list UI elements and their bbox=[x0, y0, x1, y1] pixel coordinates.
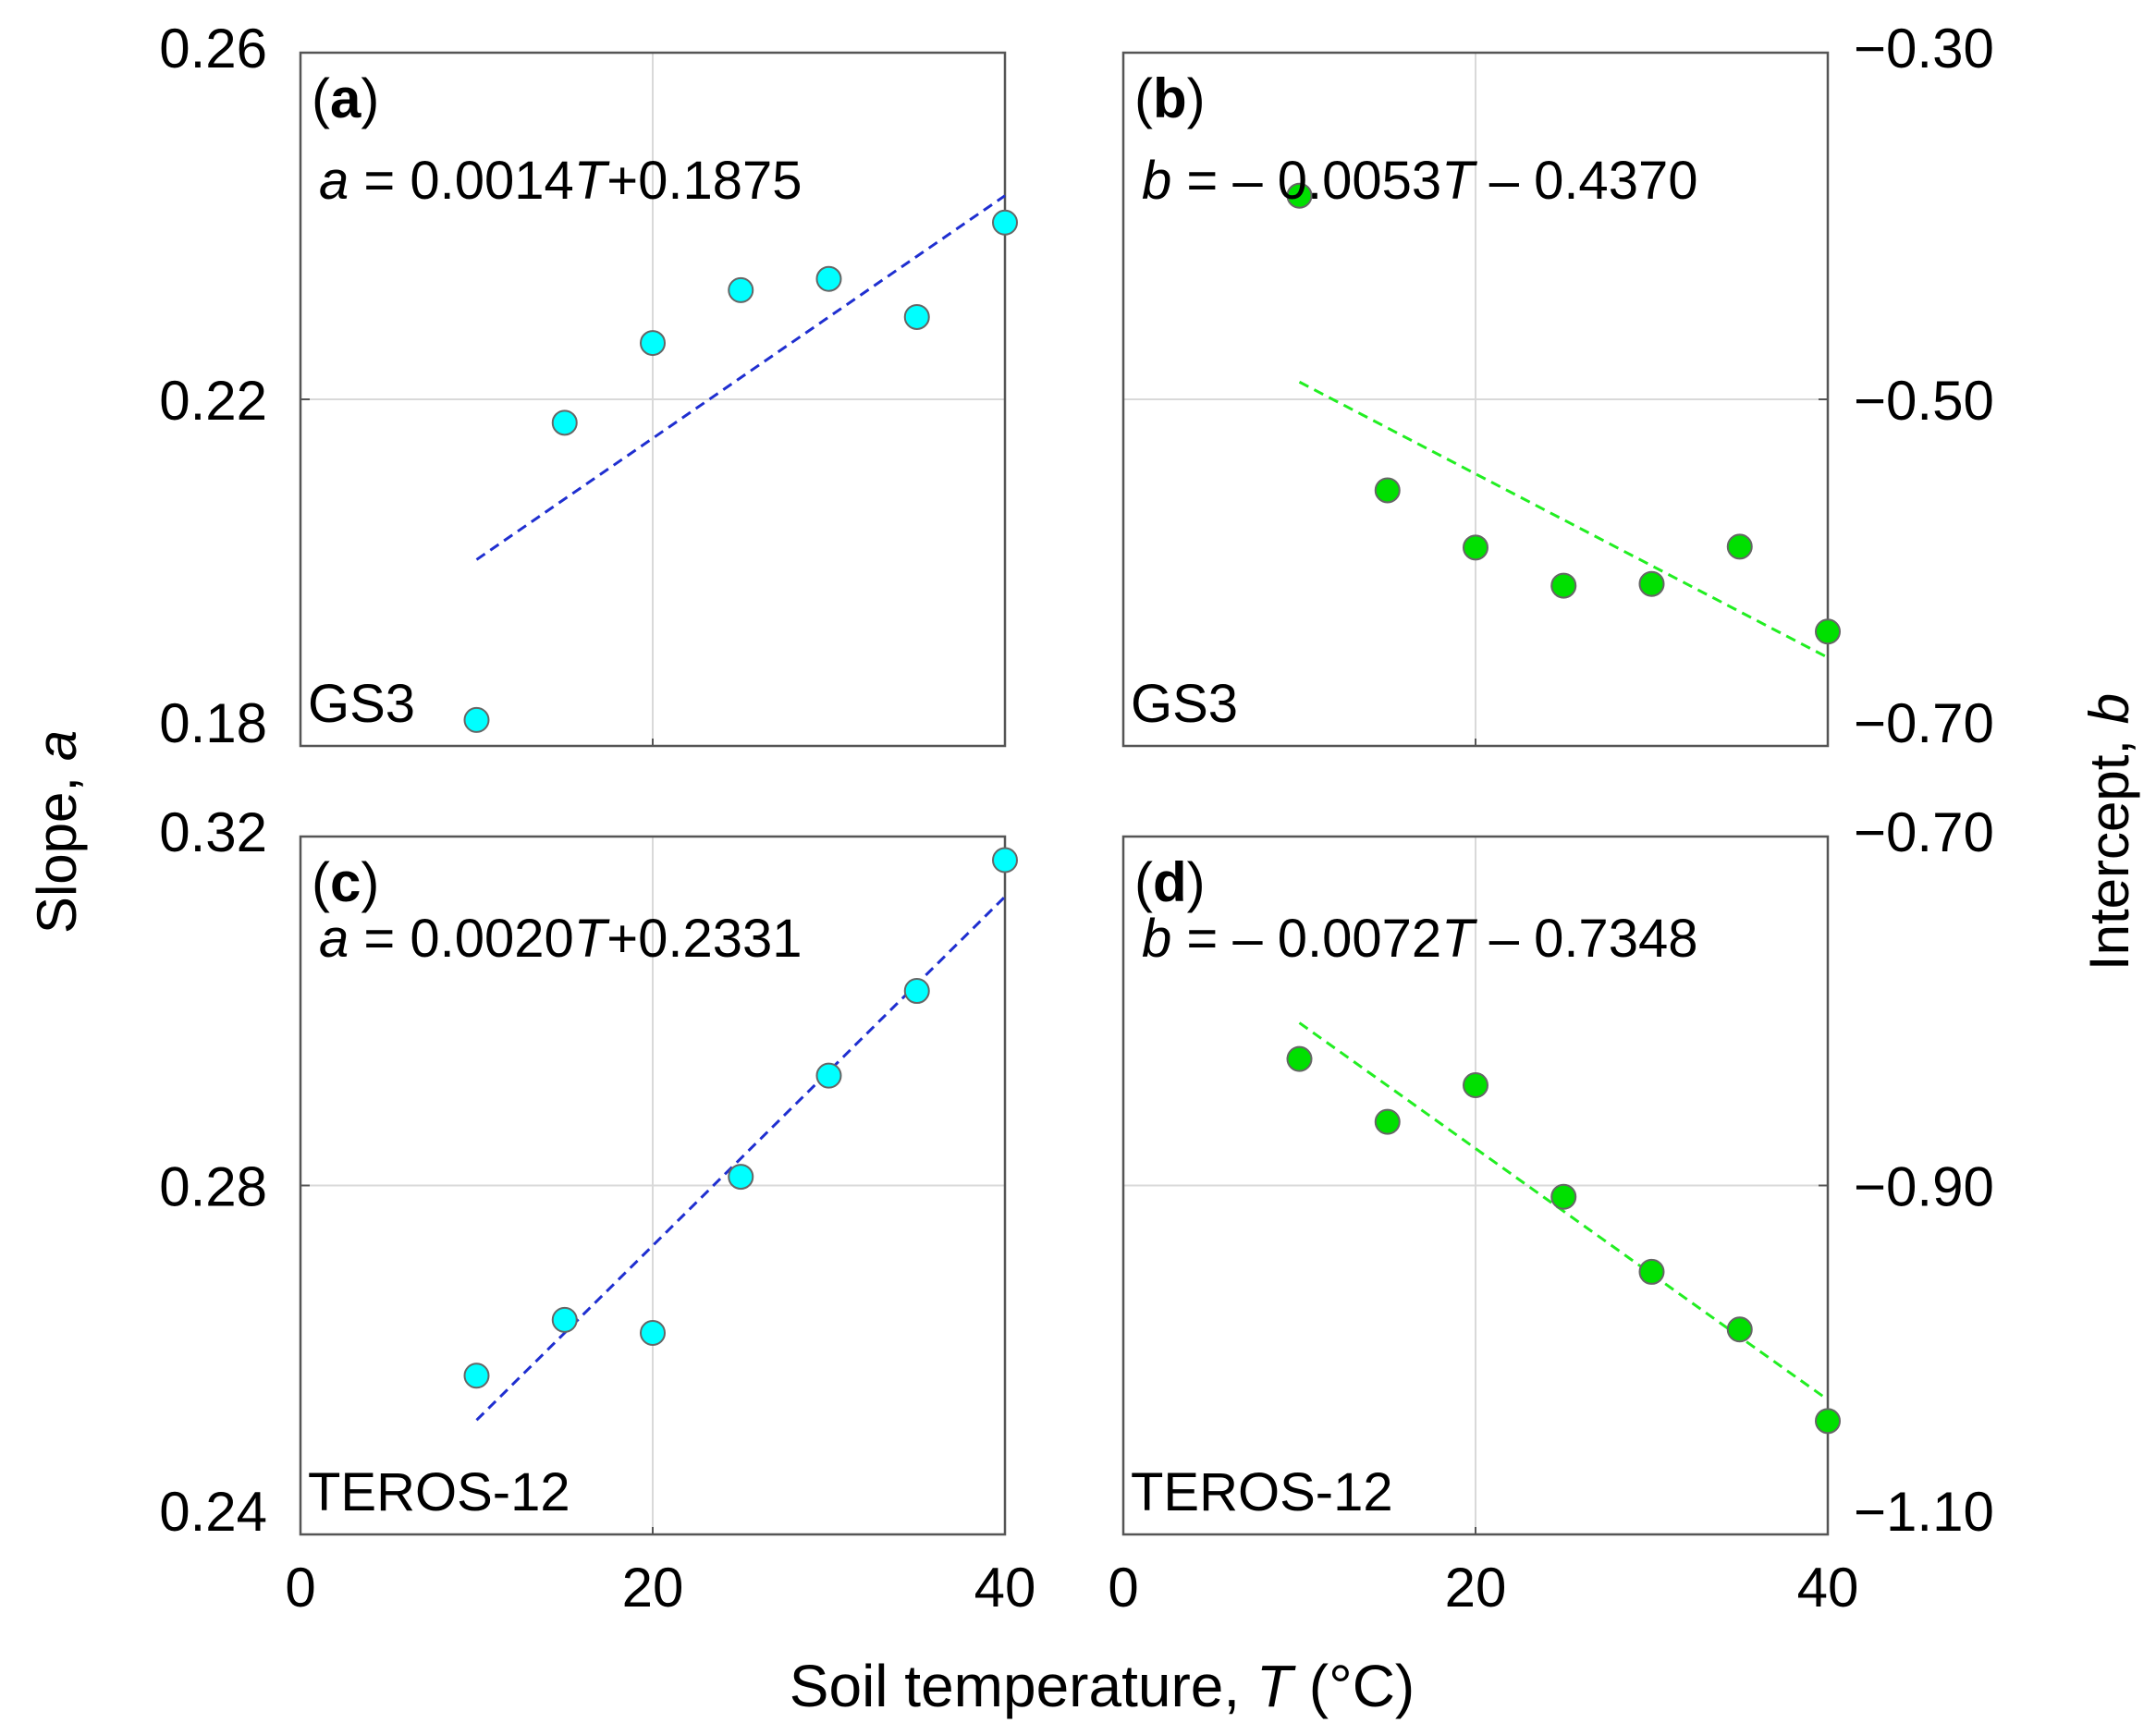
y-axis-left-title: Slope, a bbox=[26, 730, 88, 934]
data-point bbox=[551, 409, 578, 436]
data-point bbox=[903, 303, 930, 330]
y-tick-label: 0.24 bbox=[159, 1481, 267, 1543]
data-point bbox=[1463, 1071, 1488, 1098]
data-point bbox=[640, 1319, 666, 1346]
panel-label: (b) bbox=[1134, 67, 1206, 129]
data-point bbox=[1550, 572, 1577, 599]
data-point bbox=[1815, 1408, 1841, 1435]
panel-label: (c) bbox=[312, 851, 379, 913]
data-point bbox=[1726, 1316, 1753, 1343]
y-tick-label: −0.70 bbox=[1854, 692, 1994, 754]
y-axis-right-title: Intercept, b bbox=[2078, 693, 2140, 971]
x-axis-title: Soil temperature, T (°C) bbox=[790, 1653, 1415, 1719]
data-point bbox=[1374, 1108, 1401, 1135]
y-tick-label: 0.26 bbox=[159, 18, 267, 79]
fit-equation: a = 0.0014T+0.1875 bbox=[319, 151, 802, 211]
data-point bbox=[1550, 1183, 1577, 1210]
sensor-label: GS3 bbox=[308, 674, 415, 734]
y-tick-label: −0.30 bbox=[1854, 18, 1994, 79]
panel-c: 0.24 0.28 0.32 0 20 40 (c)a = 0.0020T+0.2331 TE… bbox=[159, 801, 1035, 1619]
x-tick-label: 20 bbox=[622, 1557, 684, 1619]
x-tick-label: 20 bbox=[1445, 1557, 1507, 1619]
x-tick-label: 40 bbox=[1797, 1557, 1859, 1619]
x-tick-label: 0 bbox=[285, 1557, 315, 1619]
data-point bbox=[1286, 1045, 1313, 1072]
x-tick-label: 0 bbox=[1108, 1557, 1138, 1619]
sensor-label: GS3 bbox=[1131, 674, 1238, 734]
panel-a: 0.18 0.22 0.26 (a) a = 0.0014T+0.1875 GS3 bbox=[159, 18, 1018, 754]
data-point bbox=[992, 209, 1018, 236]
data-point bbox=[1374, 477, 1401, 504]
y-tick-label: −0.90 bbox=[1854, 1156, 1994, 1218]
fit-equation: b = – 0.0072T – 0.7348 bbox=[1142, 909, 1697, 969]
panel-b: −0.70 −0.50 −0.30 (b) b = – 0.0053T – 0.4370… bbox=[1121, 18, 1994, 754]
y-tick-label: −1.10 bbox=[1854, 1481, 1994, 1543]
fit-equation: b = – 0.0053T – 0.4370 bbox=[1142, 151, 1697, 211]
panel-label: (a) bbox=[312, 67, 379, 129]
data-point bbox=[640, 330, 666, 357]
data-point bbox=[1726, 533, 1753, 560]
y-tick-label: −0.70 bbox=[1854, 801, 1994, 863]
fit-line bbox=[475, 194, 1006, 561]
y-tick-label: 0.18 bbox=[159, 692, 267, 754]
data-point bbox=[815, 1062, 842, 1089]
data-point bbox=[1286, 182, 1313, 209]
data-point bbox=[551, 1306, 578, 1333]
data-point bbox=[728, 1164, 754, 1191]
y-tick-label: −0.50 bbox=[1854, 370, 1994, 432]
panel-d: −1.10 −0.90 −0.70 0 20 40 (d)b = – 0.0072T – 0… bbox=[1108, 801, 1994, 1619]
data-point bbox=[463, 1362, 490, 1389]
data-point bbox=[463, 706, 490, 733]
x-tick-label: 40 bbox=[974, 1557, 1036, 1619]
panel-label: (d) bbox=[1134, 851, 1206, 913]
data-point bbox=[1815, 618, 1841, 645]
data-point bbox=[1638, 1258, 1665, 1285]
data-point bbox=[1638, 570, 1665, 597]
fit-line bbox=[475, 896, 1007, 1422]
fit-equation: a = 0.0020T+0.2331 bbox=[319, 909, 802, 969]
y-tick-label: 0.32 bbox=[159, 801, 267, 863]
data-point bbox=[728, 276, 754, 303]
sensor-label: TEROS-12 bbox=[308, 1462, 570, 1522]
data-point bbox=[992, 847, 1018, 874]
data-point bbox=[903, 978, 930, 1005]
data-point bbox=[1463, 534, 1488, 561]
y-tick-label: 0.28 bbox=[159, 1156, 267, 1218]
fit-line bbox=[1298, 1021, 1829, 1401]
sensor-label: TEROS-12 bbox=[1131, 1462, 1393, 1522]
data-point bbox=[815, 265, 842, 292]
fit-line bbox=[1298, 380, 1829, 659]
y-tick-label: 0.22 bbox=[159, 370, 267, 432]
